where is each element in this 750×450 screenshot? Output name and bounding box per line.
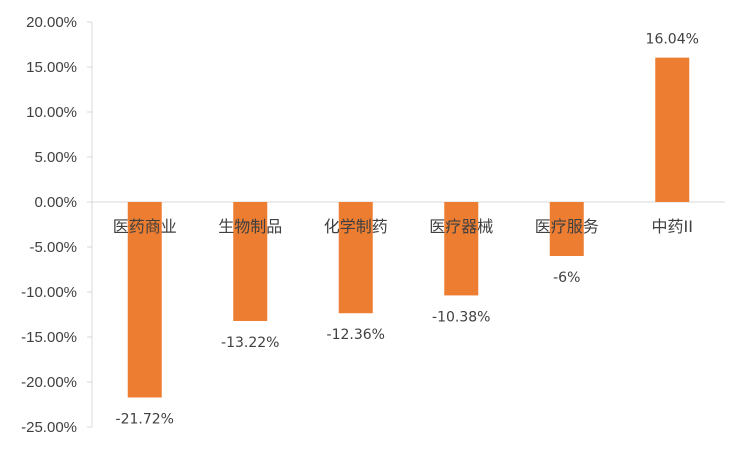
- y-tick-label: 20.00%: [26, 14, 77, 31]
- category-label: 医疗服务: [535, 217, 599, 236]
- data-label: -21.72%: [116, 411, 174, 427]
- bar: [233, 202, 268, 321]
- category-label: 中药II: [652, 217, 693, 236]
- data-labels: -21.72% -13.22% -12.36% -10.38% -6% 16.04%: [116, 32, 699, 428]
- y-tick-label: -15.00%: [21, 329, 77, 346]
- y-tick-label: 5.00%: [34, 149, 77, 166]
- y-axis-ticks: 20.00% 15.00% 10.00% 5.00% 0.00% -5.00% -10.00…: [21, 14, 92, 436]
- y-tick-label: 10.00%: [26, 104, 77, 121]
- category-label: 生物制品: [218, 217, 282, 236]
- data-label: -13.22%: [221, 335, 279, 351]
- y-tick-label: 0.00%: [34, 194, 77, 211]
- bar: [127, 202, 162, 398]
- bar: [338, 202, 373, 314]
- y-tick-label: -20.00%: [21, 374, 77, 391]
- bar-series: [127, 57, 690, 398]
- category-label: 医疗器械: [429, 217, 493, 236]
- y-tick-label: -25.00%: [21, 419, 77, 436]
- bar: [549, 202, 584, 256]
- category-labels: 医药商业 生物制品 化学制药 医疗器械 医疗服务 中药II: [113, 217, 693, 236]
- data-label: -10.38%: [432, 309, 490, 325]
- category-label: 化学制药: [324, 217, 388, 236]
- data-label: 16.04%: [646, 32, 699, 48]
- category-label: 医药商业: [113, 217, 177, 236]
- bar: [655, 57, 690, 202]
- data-label: -6%: [553, 270, 580, 286]
- y-tick-label: -5.00%: [29, 239, 77, 256]
- data-label: -12.36%: [327, 327, 385, 343]
- y-tick-label: 15.00%: [26, 59, 77, 76]
- y-tick-label: -10.00%: [21, 284, 77, 301]
- bar: [444, 202, 479, 296]
